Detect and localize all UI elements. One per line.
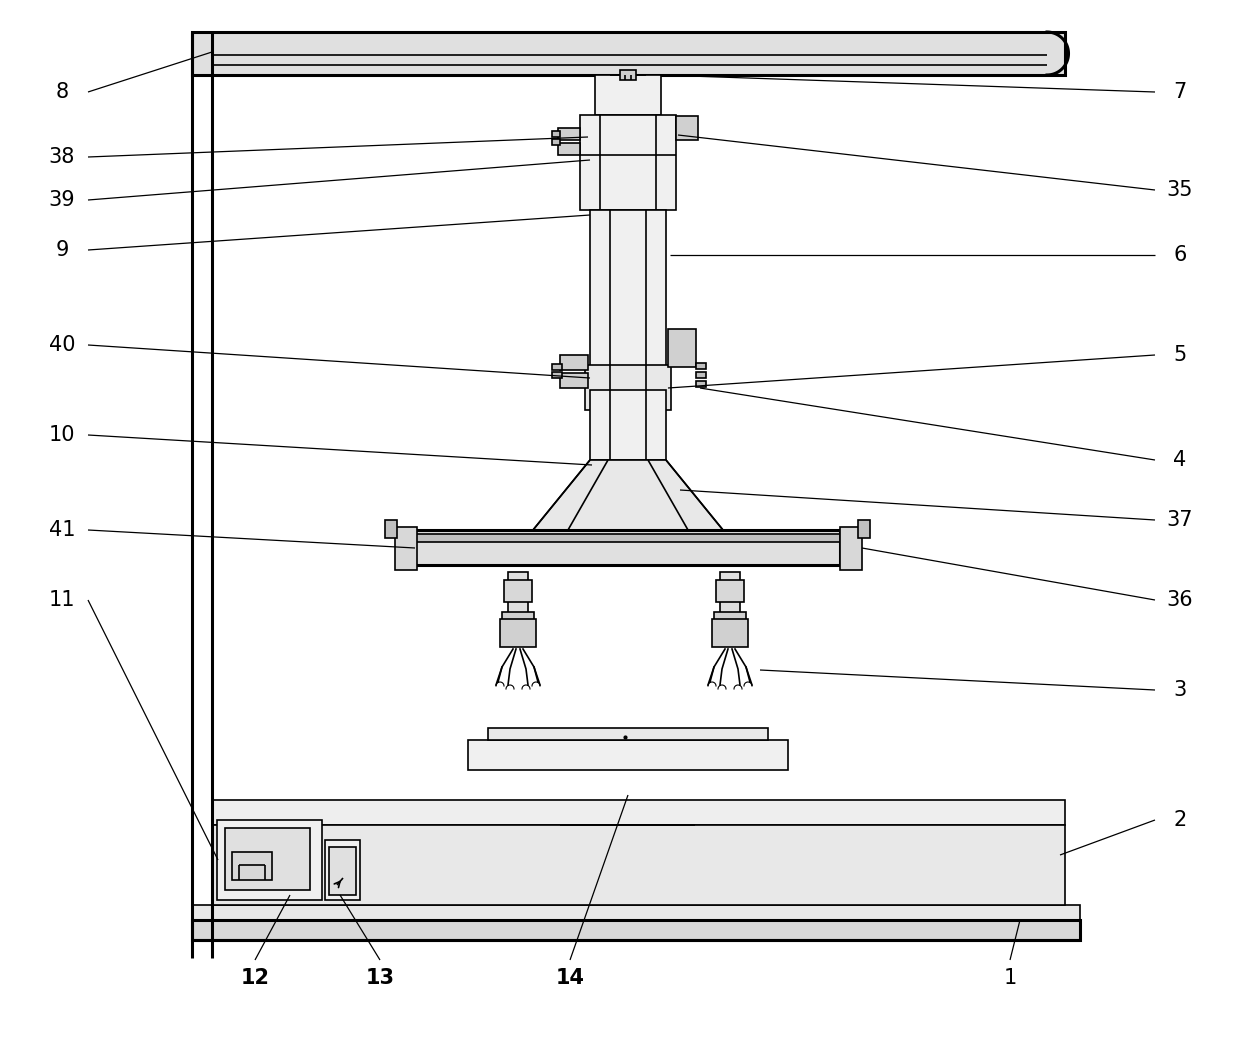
Bar [696,381,706,387]
Bar [384,520,397,538]
Bar [192,905,1080,920]
Bar [714,612,746,627]
Text: 13: 13 [366,968,394,988]
Bar [590,210,666,389]
Bar [560,355,588,370]
Bar [552,364,562,370]
Bar [552,372,562,378]
Bar [558,143,580,155]
Text: 38: 38 [48,147,76,168]
Text: 12: 12 [241,968,269,988]
Text: 10: 10 [48,425,76,445]
Text: 6: 6 [1173,245,1187,265]
Text: 5: 5 [1173,346,1187,365]
Bar [212,800,1065,825]
Bar [329,847,356,895]
Bar [325,840,360,900]
Bar [552,131,560,137]
Bar [212,825,1065,905]
Bar [217,820,322,900]
Bar [192,920,1080,940]
Bar [580,115,676,210]
Bar [590,389,666,460]
Polygon shape [533,460,723,530]
Bar [502,612,534,627]
Bar [676,116,698,140]
Bar [552,139,560,144]
Bar [696,372,706,378]
Bar [839,527,862,570]
Text: 8: 8 [56,82,68,102]
Bar [415,530,839,565]
Text: 36: 36 [1167,591,1193,610]
Text: 39: 39 [48,190,76,210]
Text: 7: 7 [1173,82,1187,102]
Bar [232,852,272,879]
Bar [192,32,1065,75]
Bar [668,329,696,367]
Bar [558,128,580,140]
Text: 40: 40 [48,335,76,355]
Bar [696,363,706,369]
Bar [503,580,532,602]
Text: 14: 14 [556,968,584,988]
Bar [620,70,636,80]
Text: 4: 4 [1173,450,1187,470]
Text: 9: 9 [56,240,68,260]
Text: 35: 35 [1167,180,1193,200]
Bar [415,534,839,542]
Bar [585,365,671,410]
Text: 2: 2 [1173,810,1187,830]
Text: 37: 37 [1167,510,1193,530]
Text: 3: 3 [1173,680,1187,700]
Bar [489,728,768,740]
Bar [500,619,536,647]
Bar [595,75,661,115]
Bar [712,619,748,647]
Text: 41: 41 [48,520,76,540]
Text: 1: 1 [1003,968,1017,988]
Bar [560,373,588,388]
Bar [224,828,310,890]
Bar [508,572,528,622]
Bar [720,572,740,622]
Bar [467,740,787,770]
Text: 11: 11 [48,591,76,610]
Bar [396,527,417,570]
Bar [715,580,744,602]
Bar [858,520,870,538]
